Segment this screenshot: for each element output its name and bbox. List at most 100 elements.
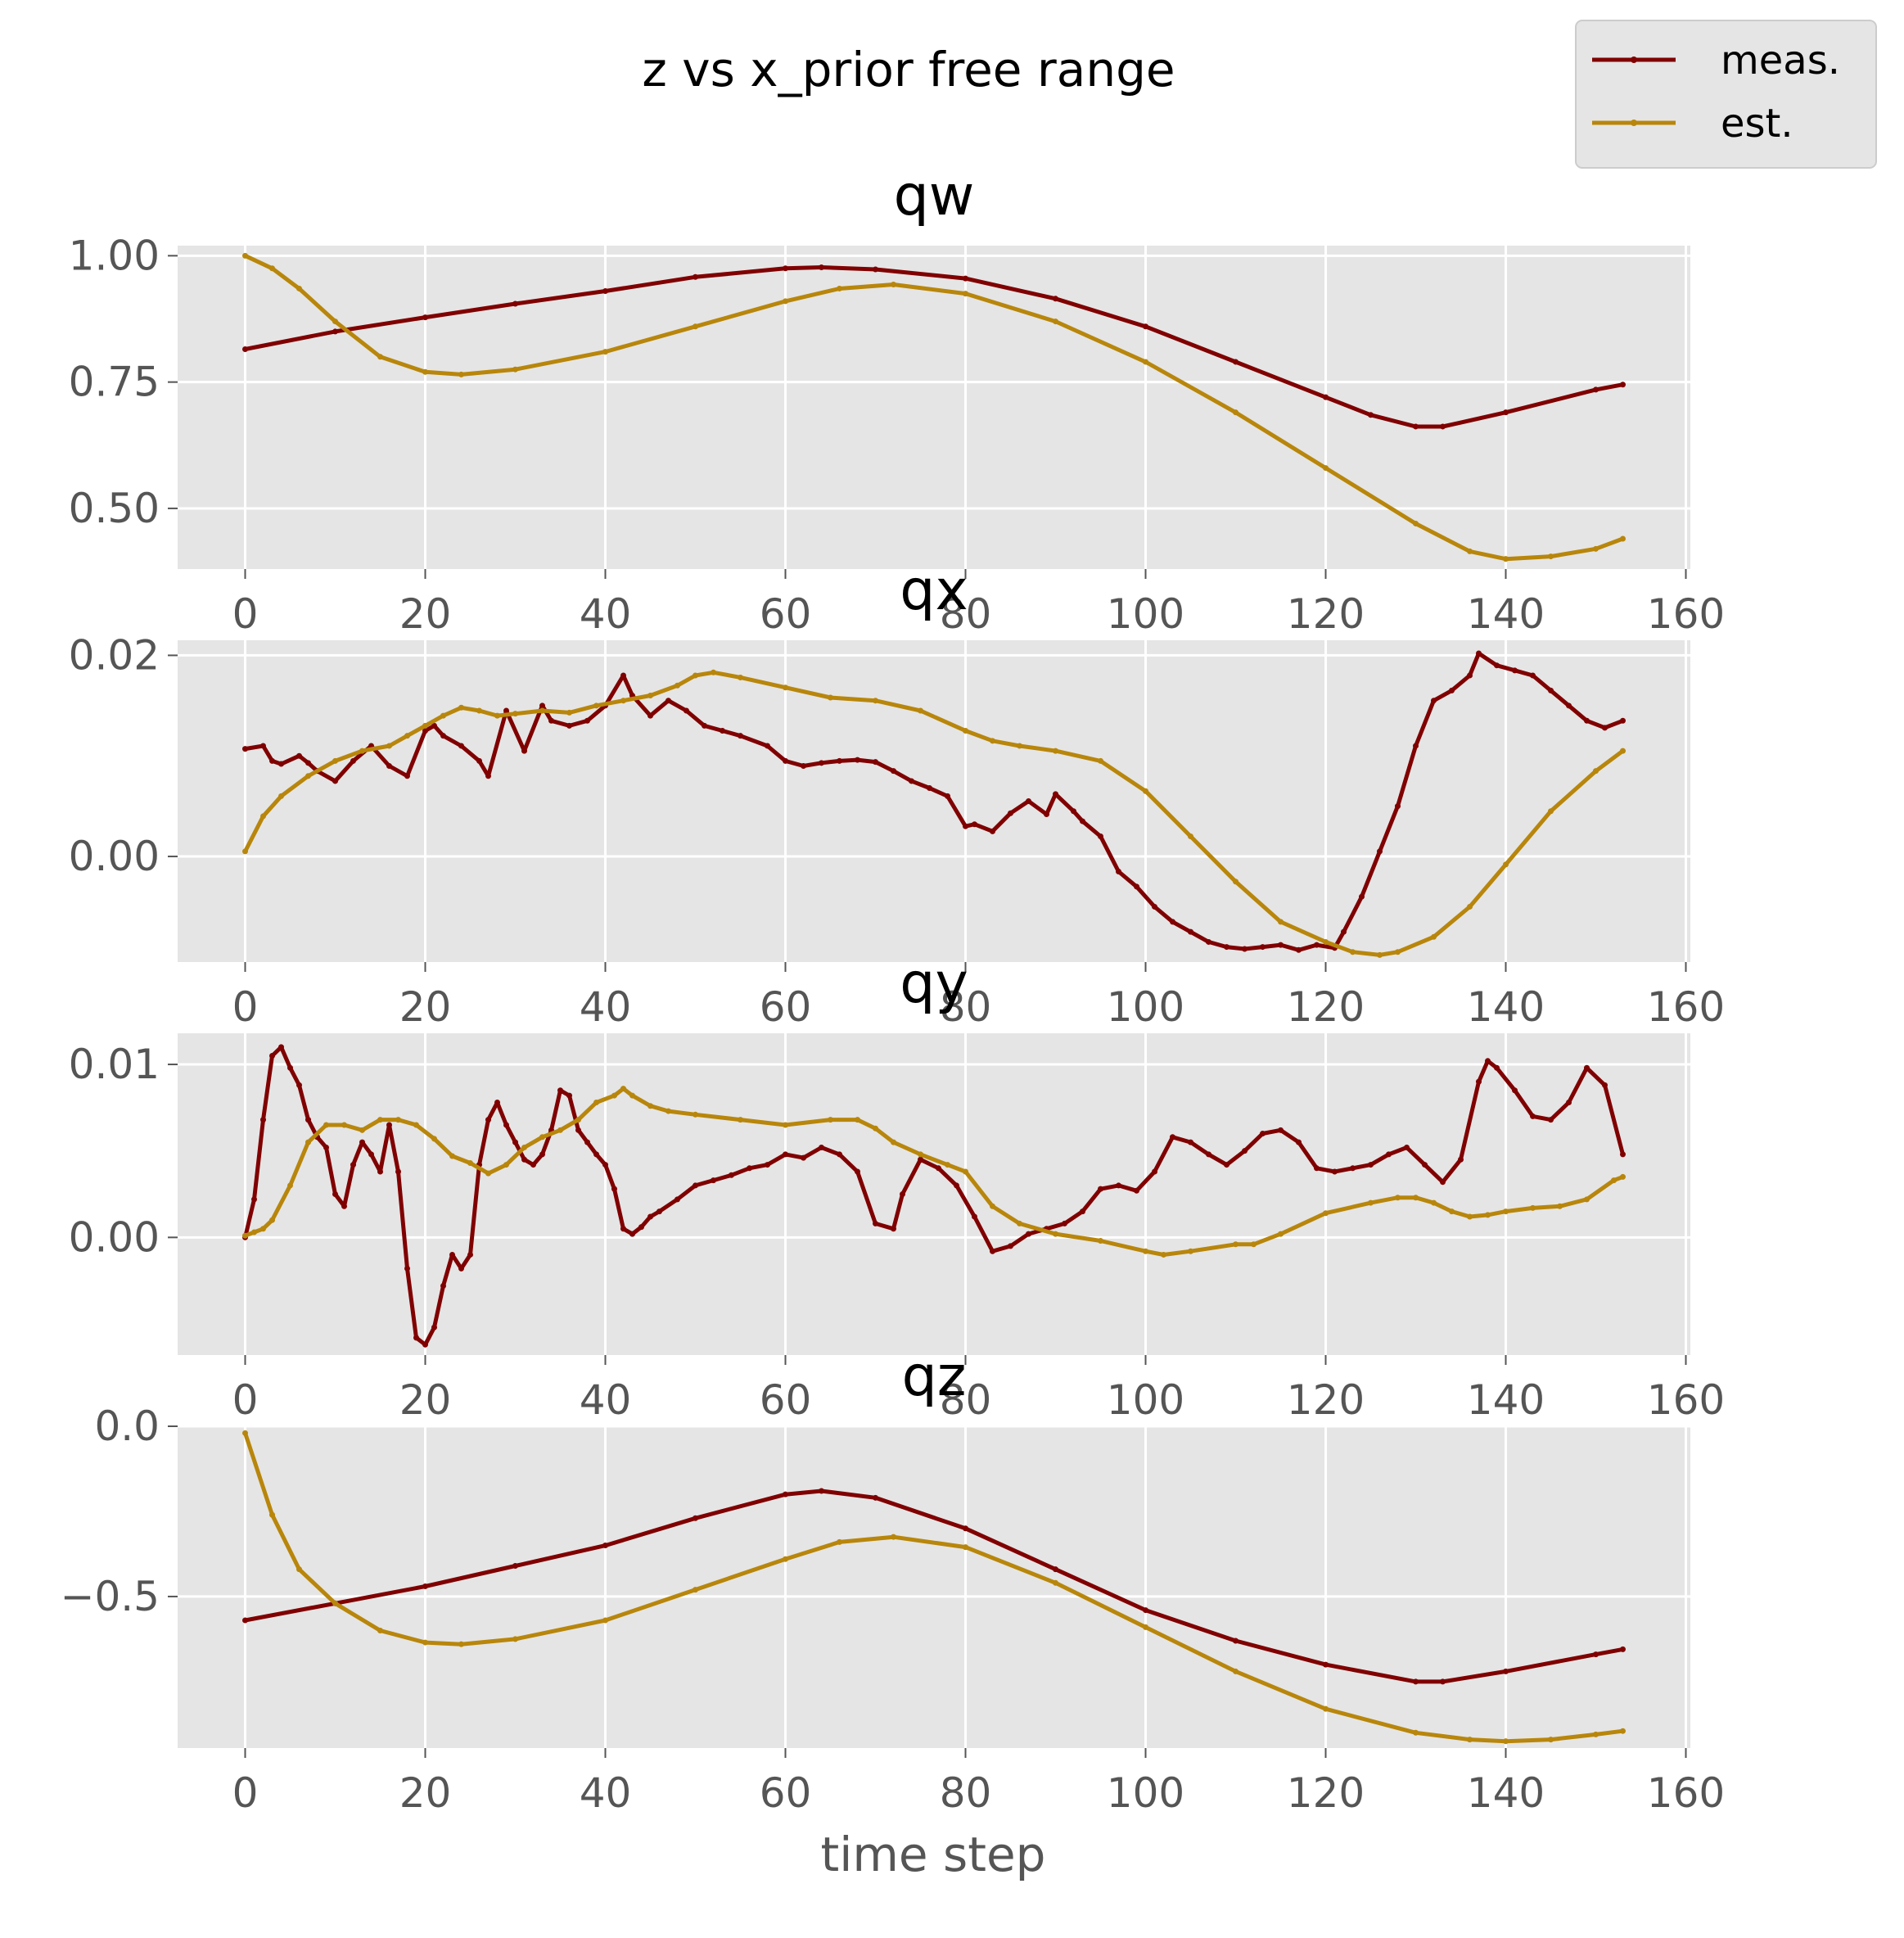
data-point-est: [693, 323, 698, 330]
x-tick-label: 160: [1647, 590, 1725, 638]
data-point-est: [1323, 938, 1329, 945]
data-point-est: [1593, 1731, 1599, 1737]
data-point-est: [269, 1217, 275, 1223]
x-axis-label: time step: [821, 1827, 1046, 1882]
data-point-meas: [350, 757, 356, 764]
data-point-est: [783, 298, 788, 305]
data-point-est: [1620, 535, 1626, 542]
subplot-qw: 0 20 40 60 80 100 120 140 160 0.50 0.75 1.00 qw: [69, 164, 1726, 638]
data-point-meas: [1116, 868, 1121, 874]
data-point-meas: [1350, 1165, 1356, 1172]
x-tick-label: 100: [1107, 983, 1184, 1031]
data-point-est: [1161, 1251, 1166, 1258]
data-point-meas: [1476, 650, 1482, 657]
data-point-meas: [638, 1224, 644, 1231]
plot-area: [178, 1426, 1690, 1748]
data-point-meas: [1503, 409, 1509, 416]
data-point-meas: [1098, 1186, 1103, 1192]
data-point-est: [963, 1168, 968, 1175]
data-point-est: [359, 748, 365, 754]
data-point-meas: [783, 757, 788, 764]
data-point-meas: [467, 1251, 473, 1258]
data-point-meas: [1368, 412, 1374, 418]
data-point-meas: [1395, 803, 1401, 810]
data-point-meas: [1359, 893, 1365, 900]
legend-marker-meas: [1631, 56, 1637, 63]
data-point-est: [332, 757, 338, 764]
data-point-est: [485, 1170, 491, 1177]
data-point-est: [1467, 903, 1473, 910]
data-point-meas: [819, 264, 824, 271]
data-point-meas: [296, 752, 302, 759]
x-tick-label: 140: [1467, 1376, 1545, 1424]
data-point-meas: [1260, 944, 1266, 951]
data-point-meas: [1530, 1113, 1536, 1119]
data-point-meas: [855, 757, 860, 763]
data-point-est: [260, 1226, 266, 1232]
x-tick-label: 80: [940, 1376, 992, 1424]
data-point-est: [1611, 1177, 1617, 1184]
data-point-meas: [1413, 1678, 1419, 1685]
data-point-meas: [422, 1583, 428, 1589]
subplot-qz: 0 20 40 60 80 100 120 140 160 −0.5 0.0 qz: [61, 1344, 1726, 1817]
data-point-meas: [1170, 919, 1175, 925]
data-point-meas: [602, 1162, 608, 1168]
data-point-est: [1233, 879, 1239, 885]
y-tick-label: 1.00: [69, 232, 160, 279]
data-point-meas: [260, 1117, 266, 1123]
data-point-meas: [891, 768, 896, 775]
y-tick-label: 0.75: [69, 359, 160, 406]
data-point-meas: [1116, 1182, 1121, 1189]
data-point-est: [512, 366, 518, 373]
data-point-est: [269, 265, 275, 272]
data-point-est: [1368, 1199, 1374, 1206]
data-point-meas: [963, 1525, 968, 1532]
data-point-est: [693, 1111, 698, 1118]
data-point-meas: [1296, 1139, 1302, 1145]
data-point-meas: [350, 1162, 356, 1168]
legend-marker-est: [1631, 120, 1637, 126]
subplot-qx: 0 20 40 60 80 100 120 140 160 0.00 0.02 qx: [69, 558, 1726, 1031]
data-point-est: [1485, 1212, 1491, 1218]
data-point-meas: [1620, 1151, 1626, 1158]
data-point-est: [1557, 1203, 1563, 1209]
x-tick-label: 80: [940, 983, 992, 1031]
data-point-est: [675, 682, 680, 689]
data-point-meas: [296, 1082, 302, 1088]
data-point-meas: [458, 1265, 464, 1272]
data-point-est: [738, 674, 743, 680]
data-point-est: [783, 684, 788, 691]
data-point-meas: [1440, 423, 1446, 430]
data-point-meas: [783, 1151, 788, 1158]
data-point-est: [1233, 1668, 1239, 1674]
data-point-meas: [873, 266, 878, 273]
data-point-meas: [1242, 946, 1248, 952]
data-point-meas: [1458, 1156, 1464, 1163]
data-point-meas: [1224, 944, 1229, 951]
data-point-est: [963, 1544, 968, 1551]
data-point-est: [287, 1182, 293, 1189]
data-point-est: [602, 1617, 608, 1624]
data-point-est: [593, 702, 599, 709]
data-point-est: [711, 669, 716, 675]
data-point-meas: [1602, 1082, 1608, 1088]
data-point-meas: [1566, 702, 1572, 709]
data-point-meas: [1188, 928, 1193, 935]
x-tick-label: 140: [1467, 590, 1545, 638]
data-point-est: [467, 1159, 473, 1166]
data-point-meas: [332, 1191, 338, 1197]
data-point-meas: [747, 1165, 752, 1172]
data-point-meas: [377, 1168, 383, 1175]
data-point-est: [332, 318, 338, 325]
data-point-meas: [1206, 938, 1211, 945]
data-point-est: [593, 1100, 599, 1106]
data-point-est: [539, 707, 545, 714]
data-point-est: [332, 1600, 338, 1606]
data-point-meas: [819, 760, 824, 766]
x-tick-label: 140: [1467, 1769, 1545, 1817]
x-tick-label: 140: [1467, 983, 1545, 1031]
subplot-title: qx: [900, 558, 968, 623]
data-point-meas: [873, 759, 878, 766]
x-tick-label: 20: [399, 1769, 452, 1817]
x-tick-label: 120: [1287, 1769, 1365, 1817]
